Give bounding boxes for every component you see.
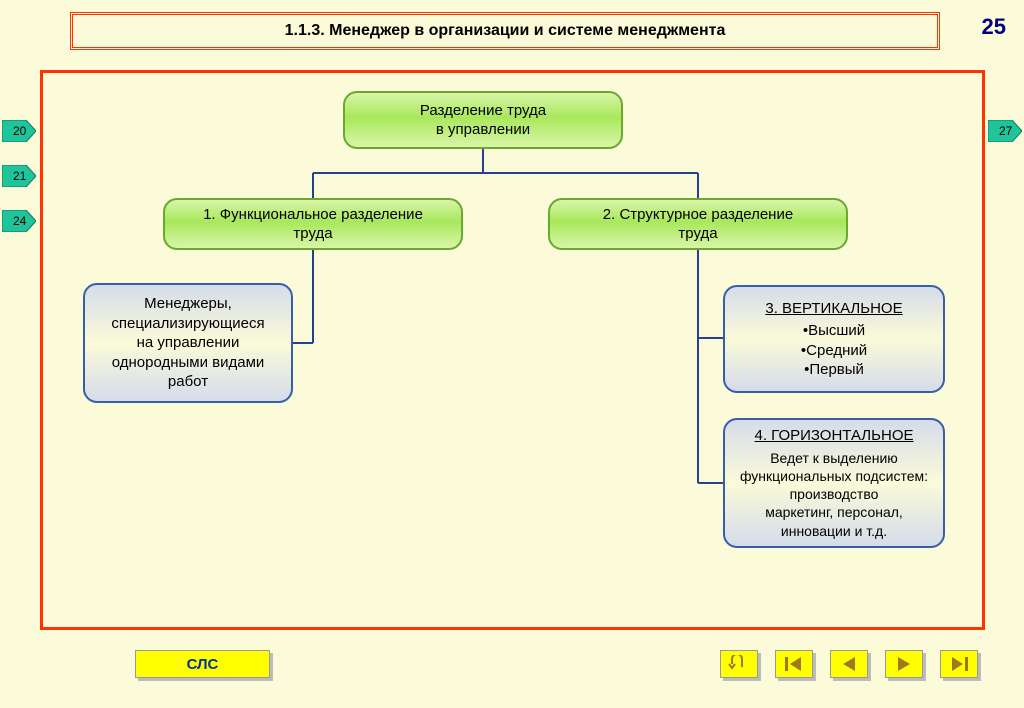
mgr-l4: однородными видами bbox=[112, 353, 265, 373]
prev-button[interactable] bbox=[830, 650, 868, 678]
next-icon bbox=[893, 655, 915, 673]
horiz-s5: инновации и т.д. bbox=[781, 522, 887, 540]
vert-heading: 3. ВЕРТИКАЛЬНОЕ bbox=[765, 299, 902, 319]
node-func-l2: труда bbox=[293, 224, 332, 244]
horiz-s2: функциональных подсистем: bbox=[740, 467, 928, 485]
node-managers: Менеджеры, специализирующиеся на управле… bbox=[83, 283, 293, 403]
node-struct-l1: 2. Структурное разделение bbox=[603, 205, 793, 225]
node-horizontal: 4. ГОРИЗОНТАЛЬНОЕ Ведет к выделению функ… bbox=[723, 418, 945, 548]
return-icon bbox=[728, 655, 750, 673]
prev-icon bbox=[838, 655, 860, 673]
page-number: 25 bbox=[982, 14, 1006, 40]
node-root: Разделение труда в управлении bbox=[343, 91, 623, 149]
mgr-l3: на управлении bbox=[137, 333, 240, 353]
nav-left-21[interactable]: 21 bbox=[2, 165, 36, 187]
diagram-frame: Разделение труда в управлении 1. Функцио… bbox=[40, 70, 985, 630]
mgr-l1: Менеджеры, bbox=[144, 294, 232, 314]
vert-b2: •Средний bbox=[801, 341, 867, 361]
node-structural: 2. Структурное разделение труда bbox=[548, 198, 848, 250]
horiz-s1: Ведет к выделению bbox=[770, 449, 898, 467]
nav-left-24[interactable]: 24 bbox=[2, 210, 36, 232]
horiz-s4: маркетинг, персонал, bbox=[765, 503, 903, 521]
svg-text:27: 27 bbox=[999, 124, 1013, 138]
horiz-s3: производство bbox=[790, 485, 879, 503]
node-vertical: 3. ВЕРТИКАЛЬНОЕ •Высший •Средний •Первый bbox=[723, 285, 945, 393]
mgr-l5: работ bbox=[168, 372, 208, 392]
title-text: 1.1.3. Менеджер в организации и системе … bbox=[285, 22, 726, 40]
nav-left-20[interactable]: 20 bbox=[2, 120, 36, 142]
slide-title: 1.1.3. Менеджер в организации и системе … bbox=[70, 12, 940, 50]
first-icon bbox=[783, 655, 805, 673]
node-root-l2: в управлении bbox=[436, 120, 530, 140]
mgr-l2: специализирующиеся bbox=[111, 314, 264, 334]
svg-text:21: 21 bbox=[13, 169, 27, 183]
node-functional: 1. Функциональное разделение труда bbox=[163, 198, 463, 250]
return-button[interactable] bbox=[720, 650, 758, 678]
sls-label: СЛС bbox=[187, 656, 219, 673]
vert-b3: •Первый bbox=[804, 360, 864, 380]
nav-right-27[interactable]: 27 bbox=[988, 120, 1022, 142]
vert-b1: •Высший bbox=[803, 321, 865, 341]
node-func-l1: 1. Функциональное разделение bbox=[203, 205, 423, 225]
next-button[interactable] bbox=[885, 650, 923, 678]
svg-text:20: 20 bbox=[13, 124, 27, 138]
node-struct-l2: труда bbox=[678, 224, 717, 244]
node-root-l1: Разделение труда bbox=[420, 101, 546, 121]
last-icon bbox=[948, 655, 970, 673]
horiz-heading: 4. ГОРИЗОНТАЛЬНОЕ bbox=[755, 426, 914, 446]
last-button[interactable] bbox=[940, 650, 978, 678]
first-button[interactable] bbox=[775, 650, 813, 678]
svg-text:24: 24 bbox=[13, 214, 27, 228]
sls-button[interactable]: СЛС bbox=[135, 650, 270, 678]
